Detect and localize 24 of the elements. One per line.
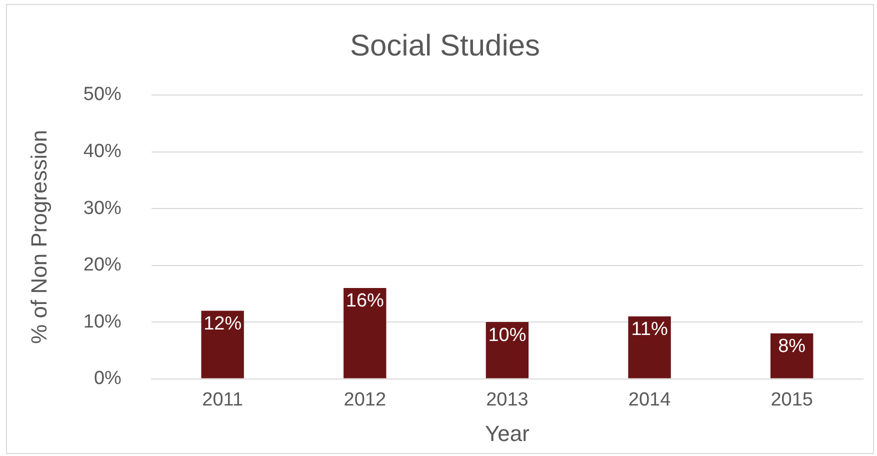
bar: [486, 322, 529, 378]
bar: [770, 333, 814, 378]
y-axis-title: % of Non Progression: [26, 130, 52, 344]
bar: [628, 316, 671, 378]
data-label: 8%: [778, 336, 806, 358]
bar: [201, 310, 244, 378]
x-axis-title: Year: [484, 420, 530, 446]
y-tick-label: 20%: [83, 254, 122, 276]
x-tick-label: 2014: [628, 389, 672, 410]
y-tick-label: 50%: [83, 84, 122, 106]
y-tick-label: 40%: [83, 140, 122, 162]
bar: [344, 288, 386, 378]
x-tick-label: 2011: [202, 389, 244, 410]
data-label: 12%: [204, 313, 242, 334]
x-tick-label: 2012: [344, 389, 386, 410]
y-tick-label: 30%: [83, 198, 122, 219]
data-label: 16%: [346, 290, 384, 312]
x-tick-label: 2013: [486, 389, 528, 410]
x-tick-label: 2015: [770, 389, 813, 410]
y-tick-label: 0%: [94, 368, 122, 390]
data-label: 10%: [488, 324, 526, 346]
data-label: 11%: [631, 319, 668, 340]
y-tick-label: 10%: [83, 311, 122, 332]
chart-title: Social Studies: [350, 29, 540, 62]
